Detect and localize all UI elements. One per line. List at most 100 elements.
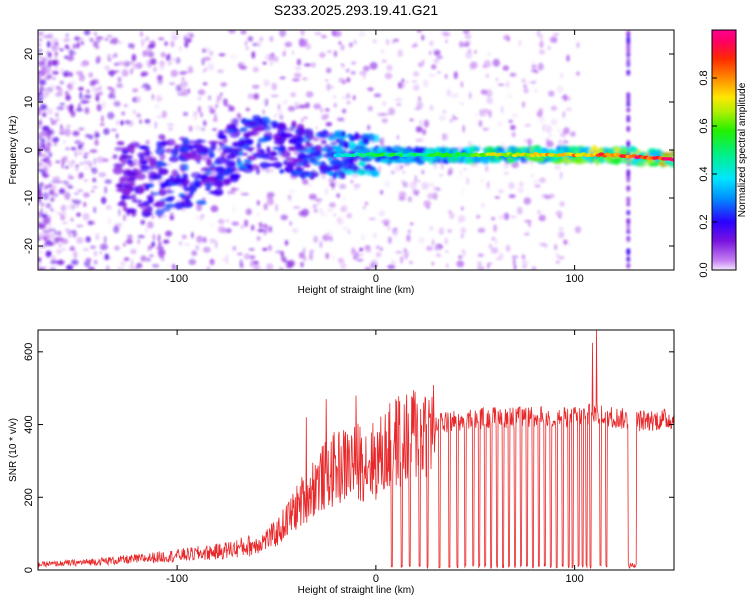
spectrogram-noise-blob [161,214,167,219]
spectrogram-noise-blob [181,234,187,240]
spectrogram-noise-blob [271,82,277,91]
spectrogram-ridge-blob [194,139,207,144]
spectrogram-noise-blob [95,36,104,40]
spectrogram-ridge-blob [121,158,127,165]
spectrogram-noise-blob [263,79,270,87]
spectrogram-noise-blob [495,240,498,244]
spectrogram-noise-blob [75,164,80,168]
spectrogram-noise-blob [438,227,445,235]
spectrogram-noise-blob [93,206,96,214]
spectrogram-noise-blob [60,124,63,130]
spectrogram-noise-blob [329,183,337,187]
spectrogram-noise-blob [523,84,528,89]
spectrogram-noise-blob [303,256,307,262]
spectrogram-noise-blob [145,139,150,145]
spectrogram-stripe-blob [626,48,631,54]
spectrogram-noise-blob [570,131,574,137]
spectrogram-noise-blob [412,71,420,77]
spectrogram-noise-blob [104,186,108,194]
spectrogram-noise-blob [462,187,464,195]
spectrogram-noise-blob [418,236,425,244]
spectrogram-noise-blob [52,70,59,75]
spectrogram-ridge-blob [302,171,311,176]
spectrogram-noise-blob [373,93,382,98]
spectrogram-stripe-blob [626,201,631,207]
spectrogram-noise-blob [231,205,237,214]
spectrogram-ridge-blob [145,184,150,191]
colorbar-tick-label: 0.4 [698,166,710,181]
spectrogram-noise-blob [429,40,434,46]
spectrogram-noise-blob [563,127,570,135]
spectrogram-noise-blob [96,103,102,112]
spectrogram-ridge-blob [129,148,135,155]
spectrogram-noise-blob [77,144,83,149]
spectrogram-noise-blob [54,180,63,184]
spectrogram-noise-blob [38,216,42,220]
spectrogram-ridge-blob [322,139,327,145]
spectrogram-ridge-blob [201,146,209,154]
spectrogram-noise-blob [542,124,545,132]
spectrogram-noise-blob [108,58,112,62]
spectrogram-noise-blob [210,223,214,227]
spectrogram-noise-blob [136,113,142,118]
spectrogram-noise-blob [62,180,70,185]
spectrogram-noise-blob [42,125,50,131]
spectrogram-noise-blob [64,55,68,59]
spectrogram-noise-blob [482,113,487,117]
spectrogram-noise-blob [558,226,564,231]
spectrogram-noise-blob [44,230,52,238]
spectrogram-noise-blob [77,189,84,193]
spectrogram-noise-blob [456,260,465,268]
spectrogram-noise-blob [225,254,229,261]
spectrogram-noise-blob [106,265,110,270]
spectrogram-noise-blob [193,111,198,115]
spectrogram-ridge-blob [122,206,128,212]
spectrogram-noise-blob [506,94,513,99]
spectrogram-noise-blob [269,225,273,233]
spectrogram-noise-blob [38,142,42,149]
x-tick-label: -100 [166,573,188,585]
spectrogram-noise-blob [313,103,322,110]
spectrogram-noise-blob [461,249,464,253]
spectrogram-noise-blob [108,93,114,99]
spectrogram-noise-blob [38,192,42,198]
spectrogram-ridge-blob [171,149,179,158]
spectrogram-noise-blob [125,239,133,245]
spectrogram-noise-blob [298,210,304,217]
spectrogram-x-ticks: -100 0 100 [166,30,584,285]
spectrogram-noise-blob [416,30,422,33]
spectrogram-ridge-blob [135,173,146,180]
spectrogram-noise-blob [206,63,215,71]
spectrogram-noise-blob [203,56,211,61]
spectrogram-ridge-blob [248,147,255,151]
spectrogram-noise-blob [175,84,183,92]
spectrogram-stripe-blob [626,222,631,230]
spectrogram-ridge-blob [314,144,323,152]
spectrogram-ridge-blob [259,150,266,154]
spectrogram-noise-blob [59,127,65,135]
spectrogram-noise-blob [219,229,228,232]
spectrogram-noise-blob [329,202,336,208]
spectrogram-noise-blob [159,63,164,71]
spectrogram-noise-blob [511,255,519,259]
spectrogram-noise-blob [413,42,418,47]
spectrogram-noise-blob [209,50,214,56]
spectrogram-ridge-blob [598,157,606,164]
spectrogram-noise-blob [526,161,534,164]
spectrogram-noise-blob [480,203,486,208]
spectrogram-ridge-blob [194,181,201,188]
spectrogram-noise-blob [429,50,432,56]
spectrogram-noise-blob [72,160,75,164]
spectrogram-noise-blob [388,107,395,116]
spectrogram-noise-blob [340,63,345,66]
spectrogram-ridge-blob [538,157,545,162]
spectrogram-noise-blob [340,262,347,270]
spectrogram-ridge-blob [209,165,219,172]
spectrogram-noise-blob [459,102,465,106]
spectrogram-noise-blob [283,172,286,176]
spectrogram-noise-blob [539,242,547,247]
spectrogram-ridge-blob [304,163,311,168]
spectrogram-noise-blob [428,74,436,77]
spectrogram-noise-blob [119,260,126,266]
spectrogram-noise-blob [487,262,490,270]
